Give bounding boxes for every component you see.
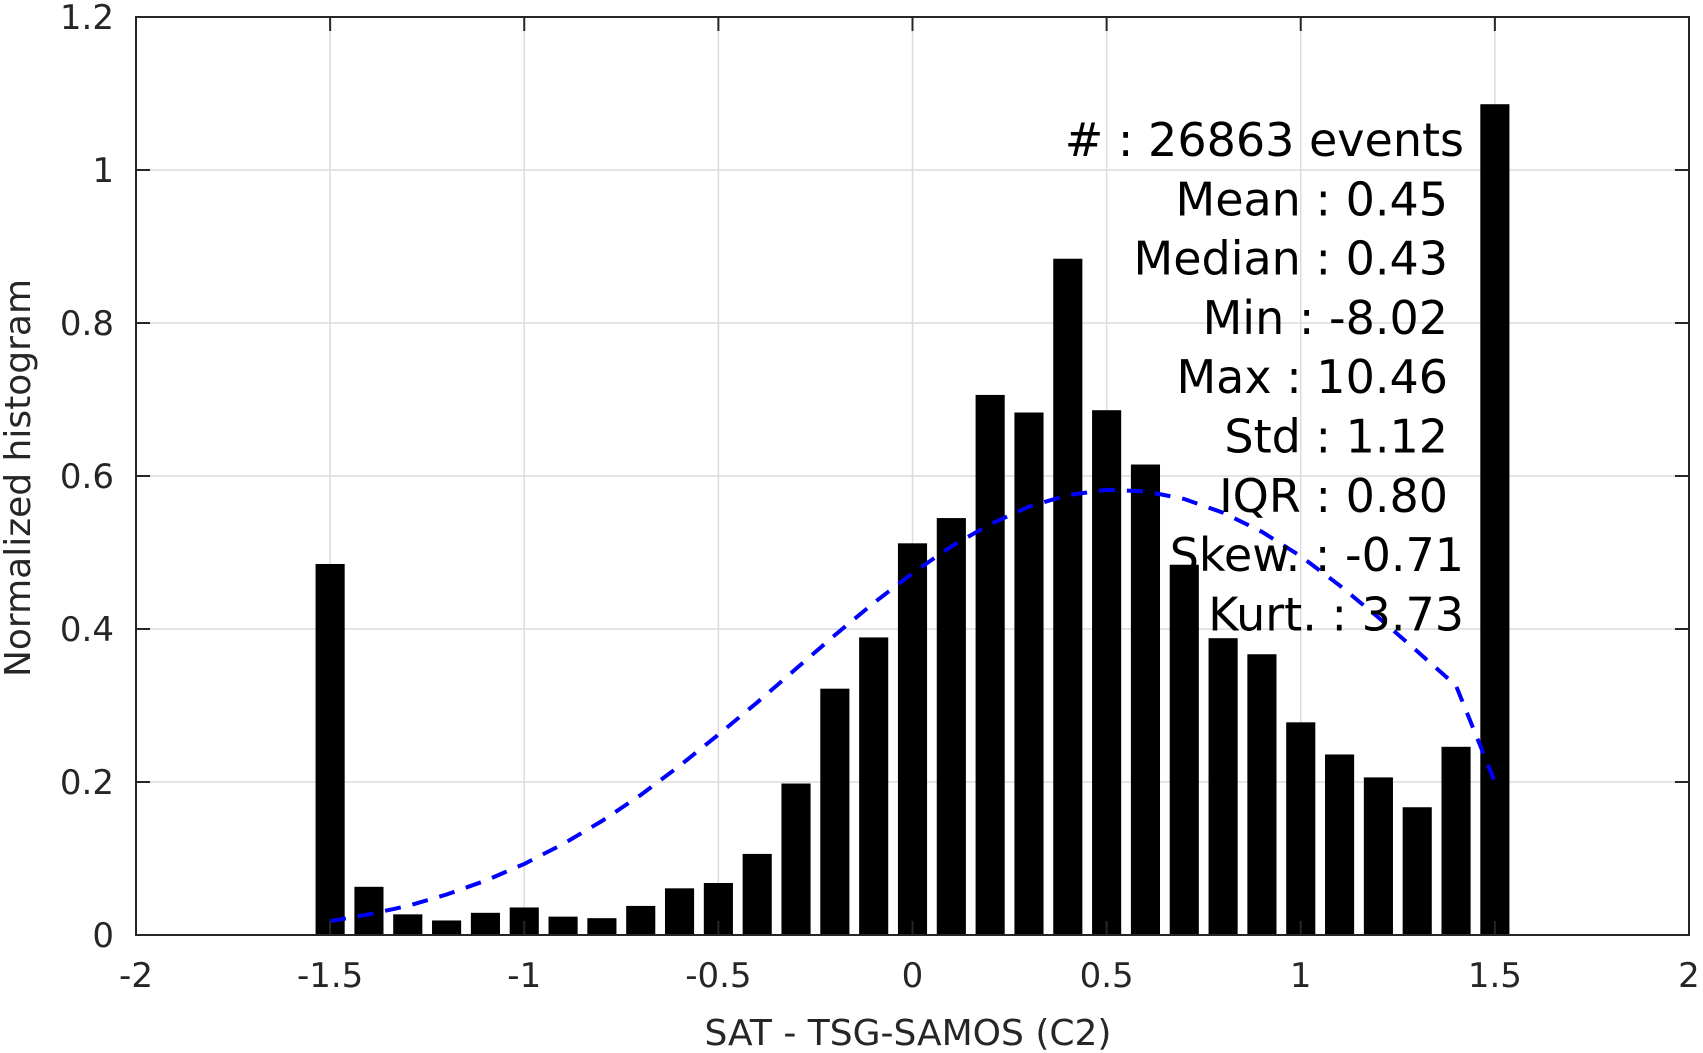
y-tick-label: 1	[92, 151, 114, 191]
histogram-bar	[354, 886, 384, 935]
x-tick-label: 0	[902, 956, 924, 996]
histogram-bar	[897, 543, 928, 935]
stats-line: Std : 1.12	[1224, 410, 1448, 464]
x-tick-label: 1	[1290, 956, 1312, 996]
stats-line: IQR : 0.80	[1219, 469, 1448, 523]
y-tick-label: 1.2	[60, 0, 114, 38]
ticks: -2 -1.5 -1 -0.5 0 0.5 1 1.5 2 0 0.2 0.4 0.6 0.8 1 1.2	[60, 0, 1700, 996]
histogram-bar	[1092, 410, 1122, 936]
y-tick-label: 0	[92, 916, 114, 956]
histogram-bar	[742, 853, 772, 935]
stats-line: Max : 10.46	[1176, 350, 1448, 404]
x-tick-label: -0.5	[685, 956, 751, 996]
x-tick-label: 2	[1678, 956, 1700, 996]
histogram-bar	[626, 905, 656, 935]
y-tick-label: 0.8	[60, 304, 114, 344]
stats-line: # : 26863 events	[1065, 113, 1464, 167]
histogram-bar	[315, 563, 345, 935]
stats-line: Median : 0.43	[1134, 232, 1448, 286]
histogram-bar	[1325, 754, 1355, 935]
histogram-bar	[1286, 722, 1316, 935]
histogram-bar	[1247, 654, 1277, 935]
x-axis-label: SAT - TSG-SAMOS (C2)	[705, 1013, 1112, 1053]
histogram-bar	[1441, 746, 1471, 935]
histogram-bar	[1402, 807, 1432, 935]
y-axis-label: Normalized histogram	[0, 279, 39, 677]
histogram-bar	[393, 914, 423, 935]
bars	[315, 104, 1510, 936]
fit-curve-line	[329, 487, 1497, 924]
fit-curve	[329, 487, 1497, 924]
x-tick-label: -2	[119, 956, 153, 996]
histogram-bar	[781, 783, 811, 935]
x-tick-label: 1.5	[1468, 956, 1522, 996]
histogram-bar	[936, 518, 966, 935]
stats-line: Skew. : -0.71	[1170, 528, 1464, 582]
y-tick-label: 0.2	[60, 763, 114, 803]
histogram-bar	[1014, 412, 1044, 935]
stats-line: Min : -8.02	[1203, 291, 1448, 345]
histogram-bar	[1130, 464, 1161, 935]
histogram-bar	[587, 918, 617, 935]
stats-line: Mean : 0.45	[1176, 172, 1449, 226]
histogram-bar	[1208, 638, 1238, 935]
histogram-bar	[1363, 777, 1393, 935]
histogram-bar	[975, 394, 1005, 935]
x-tick-label: 0.5	[1080, 956, 1134, 996]
histogram-bar	[470, 912, 500, 935]
histogram-bar	[548, 916, 578, 935]
histogram-bar	[1053, 258, 1083, 935]
histogram-bar	[1169, 564, 1199, 935]
histogram-bar	[1480, 104, 1510, 935]
x-tick-label: -1	[507, 956, 541, 996]
histogram-bar	[859, 637, 889, 935]
y-tick-label: 0.4	[60, 610, 114, 650]
x-tick-label: -1.5	[297, 956, 363, 996]
y-tick-label: 0.6	[60, 457, 114, 497]
histogram-bar	[432, 920, 462, 935]
stats-line: Kurt. : 3.73	[1208, 587, 1464, 641]
histogram-bar	[664, 888, 695, 935]
histogram-bar	[820, 688, 850, 935]
